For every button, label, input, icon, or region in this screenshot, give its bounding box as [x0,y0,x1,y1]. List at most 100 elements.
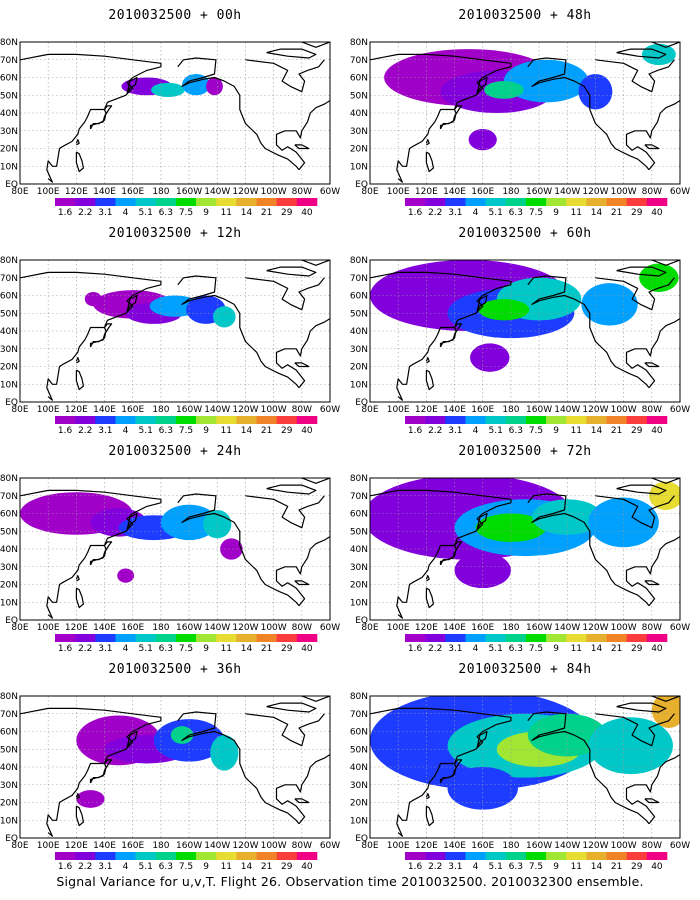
colorbar-swatch [646,634,668,642]
colorbar-swatch [236,416,257,424]
colorbar-swatch [525,416,547,424]
lon-tick-label: 160W [526,187,552,197]
colorbar-swatch [485,852,507,860]
lon-tick-label: 80E [361,187,378,197]
coastline [177,493,300,607]
lat-tick-label: 10N [0,162,18,172]
variance-contour [484,81,524,99]
colorbar-swatch [55,198,76,206]
colorbar-label: 2.2 [428,862,442,872]
colorbar-swatch [256,852,277,860]
lat-tick-label: 40N [0,327,18,337]
colorbar-swatch [175,852,197,860]
colorbar-swatch [626,852,648,860]
variance-contour [478,299,530,321]
coastline [75,369,85,391]
colorbar-swatch [236,852,257,860]
variance-contour [84,291,102,307]
coastline [644,798,660,804]
coastline [75,793,80,800]
coastline [625,318,680,389]
panel-title: 2010032500 + 36h [108,662,242,677]
colorbar-label: 9 [203,208,209,218]
colorbar-swatch [196,198,217,206]
lon-tick-label: 140W [204,841,230,851]
colorbar-label: 29 [631,862,643,872]
colorbar-label: 5.1 [489,426,503,436]
colorbar-swatch [485,634,507,642]
colorbar-label: 7.5 [529,644,543,654]
coastline [126,730,138,748]
variance-contour [117,568,135,583]
colorbar-label: 5.1 [139,644,153,654]
colorbar-swatch [425,852,446,860]
coastline [651,42,680,48]
forecast-panel: 2010032500 + 48h 80N 70N 60N 50N 40N 30N 20N 10N… [350,0,700,218]
lon-tick-label: 80E [361,623,378,633]
lon-tick-label: 140W [554,841,580,851]
lat-tick-label: 30N [350,127,368,137]
colorbar-label: 2.2 [78,644,92,654]
colorbar-swatch [296,634,318,642]
colorbar-label: 11 [571,426,582,436]
variance-contour [578,73,613,110]
lat-tick-label: EQ [355,398,368,408]
colorbar-swatch [115,852,136,860]
coastline [75,357,80,364]
colorbar-label: 11 [221,426,232,436]
colorbar-swatch [216,634,237,642]
lat-tick-label: 10N [350,162,368,172]
coastline [425,139,430,146]
lon-tick-label: 160W [176,623,202,633]
lon-tick-label: 100E [37,187,60,197]
lat-tick-label: 30N [350,345,368,355]
coastline [301,42,330,48]
lon-tick-label: 140W [204,405,230,415]
colorbar-swatch [505,416,527,424]
lon-tick-label: 80W [292,405,312,415]
coastline [527,57,650,171]
coastline [294,362,310,368]
lon-tick-label: 140E [443,841,466,851]
lon-tick-label: 140E [93,623,116,633]
colorbar-swatch [276,198,298,206]
lat-tick-label: 60N [0,74,18,84]
colorbar-label: 3.1 [98,208,112,218]
lon-tick-label: 140E [443,187,466,197]
coastline [595,59,675,93]
lon-tick-label: 60W [320,405,340,415]
lon-tick-label: 140E [93,187,116,197]
colorbar-swatch [216,198,237,206]
lon-tick-label: 160W [176,187,202,197]
lon-tick-label: 80W [642,405,662,415]
colorbar-swatch [175,416,197,424]
lat-tick-label: 80N [350,256,368,266]
colorbar-label: 6.3 [159,208,173,218]
panel-title: 2010032500 + 00h [108,8,242,23]
colorbar-label: 7.5 [179,208,193,218]
coastline [527,711,650,825]
lon-tick-label: 160E [121,841,144,851]
lat-tick-label: 20N [0,363,18,373]
lat-tick-label: 50N [350,745,368,755]
lat-tick-label: 70N [0,274,18,284]
colorbar-label: 29 [631,208,643,218]
lat-tick-label: 70N [0,710,18,720]
colorbar-swatch [256,198,277,206]
colorbar-label: 9 [553,208,559,218]
colorbar-label: 40 [301,862,313,872]
coastline [425,357,430,364]
colorbar-swatch [445,852,466,860]
lat-tick-label: 60N [350,74,368,84]
lat-tick-label: EQ [5,180,18,190]
lon-tick-label: 100W [611,187,637,197]
colorbar-label: 2.2 [428,208,442,218]
colorbar-swatch [586,198,607,206]
lon-tick-label: 160E [471,187,494,197]
coastline [275,536,330,607]
lat-tick-label: 20N [350,363,368,373]
colorbar-label: 1.6 [408,426,423,436]
lon-tick-label: 100E [387,841,410,851]
lat-tick-label: EQ [355,834,368,844]
coastline [89,759,113,784]
